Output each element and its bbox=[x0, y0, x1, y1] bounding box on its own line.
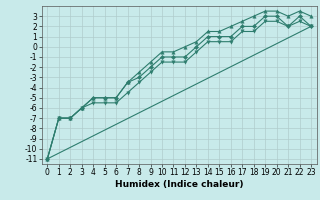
X-axis label: Humidex (Indice chaleur): Humidex (Indice chaleur) bbox=[115, 180, 244, 189]
